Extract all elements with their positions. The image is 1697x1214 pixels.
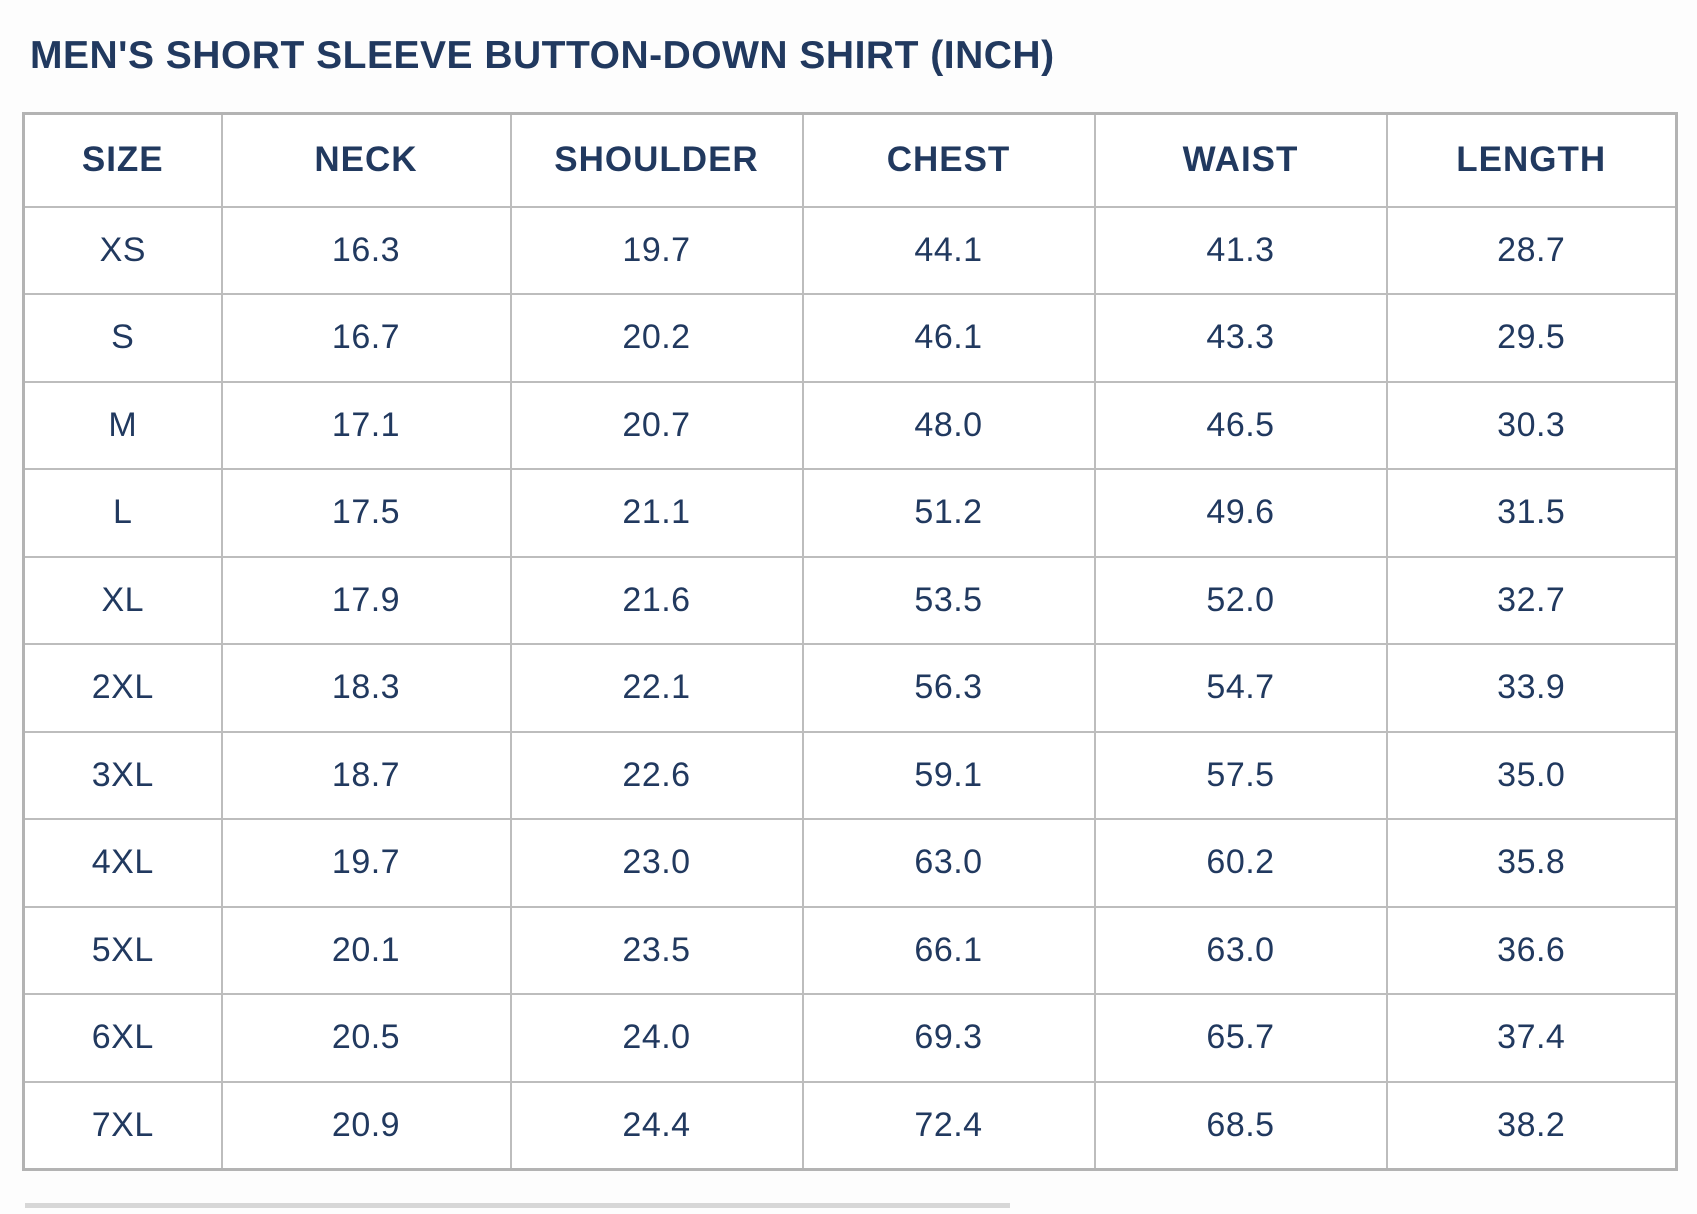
measurement-cell: 54.7 (1093, 643, 1388, 733)
size-label-cell: 4XL (22, 818, 223, 908)
measurement-cell: 23.5 (509, 905, 804, 995)
measurement-cell: 31.5 (1385, 468, 1678, 558)
measurement-cell: 63.0 (801, 818, 1096, 908)
measurement-cell: 44.1 (801, 205, 1096, 295)
measurement-cell: 48.0 (801, 380, 1096, 470)
size-label-cell: S (22, 293, 223, 383)
size-chart-header: SIZE NECK SHOULDER CHEST WAIST LENGTH (22, 112, 1678, 208)
column-header-shoulder: SHOULDER (509, 112, 804, 208)
table-row-xs: XS 16.3 19.7 44.1 41.3 28.7 (22, 205, 1678, 295)
measurement-cell: 72.4 (801, 1080, 1096, 1170)
measurement-cell: 32.7 (1385, 555, 1678, 645)
measurement-cell: 29.5 (1385, 293, 1678, 383)
measurement-cell: 18.7 (220, 730, 512, 820)
size-label-cell: 5XL (22, 905, 223, 995)
measurement-cell: 35.8 (1385, 818, 1678, 908)
table-row-3xl: 3XL 18.7 22.6 59.1 57.5 35.0 (22, 730, 1678, 820)
measurement-cell: 63.0 (1093, 905, 1388, 995)
measurement-cell: 56.3 (801, 643, 1096, 733)
table-row-4xl: 4XL 19.7 23.0 63.0 60.2 35.8 (22, 818, 1678, 908)
measurement-cell: 38.2 (1385, 1080, 1678, 1170)
measurement-cell: 17.1 (220, 380, 512, 470)
measurement-cell: 16.7 (220, 293, 512, 383)
measurement-cell: 19.7 (509, 205, 804, 295)
table-row-s: S 16.7 20.2 46.1 43.3 29.5 (22, 293, 1678, 383)
measurement-cell: 20.1 (220, 905, 512, 995)
table-row-2xl: 2XL 18.3 22.1 56.3 54.7 33.9 (22, 643, 1678, 733)
measurement-cell: 33.9 (1385, 643, 1678, 733)
measurement-cell: 20.2 (509, 293, 804, 383)
measurement-cell: 23.0 (509, 818, 804, 908)
header-row: SIZE NECK SHOULDER CHEST WAIST LENGTH (22, 112, 1678, 208)
measurement-cell: 21.6 (509, 555, 804, 645)
measurement-cell: 41.3 (1093, 205, 1388, 295)
measurement-cell: 35.0 (1385, 730, 1678, 820)
column-header-size: SIZE (22, 112, 223, 208)
table-row-m: M 17.1 20.7 48.0 46.5 30.3 (22, 380, 1678, 470)
measurement-cell: 66.1 (801, 905, 1096, 995)
size-label-cell: 3XL (22, 730, 223, 820)
measurement-cell: 20.5 (220, 993, 512, 1083)
size-label-cell: 7XL (22, 1080, 223, 1170)
measurement-cell: 60.2 (1093, 818, 1388, 908)
measurement-cell: 19.7 (220, 818, 512, 908)
measurement-cell: 51.2 (801, 468, 1096, 558)
measurement-cell: 17.9 (220, 555, 512, 645)
table-row-5xl: 5XL 20.1 23.5 66.1 63.0 36.6 (22, 905, 1678, 995)
size-label-cell: 2XL (22, 643, 223, 733)
measurement-cell: 22.6 (509, 730, 804, 820)
measurement-cell: 18.3 (220, 643, 512, 733)
measurement-cell: 22.1 (509, 643, 804, 733)
measurement-cell: 30.3 (1385, 380, 1678, 470)
measurement-cell: 49.6 (1093, 468, 1388, 558)
measurement-cell: 68.5 (1093, 1080, 1388, 1170)
table-row-l: L 17.5 21.1 51.2 49.6 31.5 (22, 468, 1678, 558)
size-label-cell: L (22, 468, 223, 558)
measurement-cell: 53.5 (801, 555, 1096, 645)
measurement-cell: 20.7 (509, 380, 804, 470)
size-label-cell: XS (22, 205, 223, 295)
column-header-waist: WAIST (1093, 112, 1388, 208)
table-row-7xl: 7XL 20.9 24.4 72.4 68.5 38.2 (22, 1080, 1678, 1170)
measurement-cell: 37.4 (1385, 993, 1678, 1083)
page-title: MEN'S SHORT SLEEVE BUTTON-DOWN SHIRT (IN… (30, 34, 1055, 77)
measurement-cell: 59.1 (801, 730, 1096, 820)
measurement-cell: 24.0 (509, 993, 804, 1083)
measurement-cell: 21.1 (509, 468, 804, 558)
measurement-cell: 24.4 (509, 1080, 804, 1170)
size-label-cell: 6XL (22, 993, 223, 1083)
measurement-cell: 43.3 (1093, 293, 1388, 383)
measurement-cell: 16.3 (220, 205, 512, 295)
column-header-chest: CHEST (801, 112, 1096, 208)
table-row-6xl: 6XL 20.5 24.0 69.3 65.7 37.4 (22, 993, 1678, 1083)
measurement-cell: 36.6 (1385, 905, 1678, 995)
measurement-cell: 46.1 (801, 293, 1096, 383)
measurement-cell: 46.5 (1093, 380, 1388, 470)
column-header-neck: NECK (220, 112, 512, 208)
table-row-xl: XL 17.9 21.6 53.5 52.0 32.7 (22, 555, 1678, 645)
size-label-cell: XL (22, 555, 223, 645)
measurement-cell: 65.7 (1093, 993, 1388, 1083)
cropped-next-table-edge (25, 1203, 1010, 1208)
column-header-length: LENGTH (1385, 112, 1678, 208)
size-chart-body: XS 16.3 19.7 44.1 41.3 28.7 S 16.7 20.2 46.1 43.3 2… (22, 205, 1678, 1170)
size-chart-table: SIZE NECK SHOULDER CHEST WAIST LENGTH XS 16.3 1… (22, 112, 1678, 1171)
measurement-cell: 17.5 (220, 468, 512, 558)
measurement-cell: 28.7 (1385, 205, 1678, 295)
measurement-cell: 52.0 (1093, 555, 1388, 645)
size-label-cell: M (22, 380, 223, 470)
measurement-cell: 69.3 (801, 993, 1096, 1083)
measurement-cell: 20.9 (220, 1080, 512, 1170)
measurement-cell: 57.5 (1093, 730, 1388, 820)
